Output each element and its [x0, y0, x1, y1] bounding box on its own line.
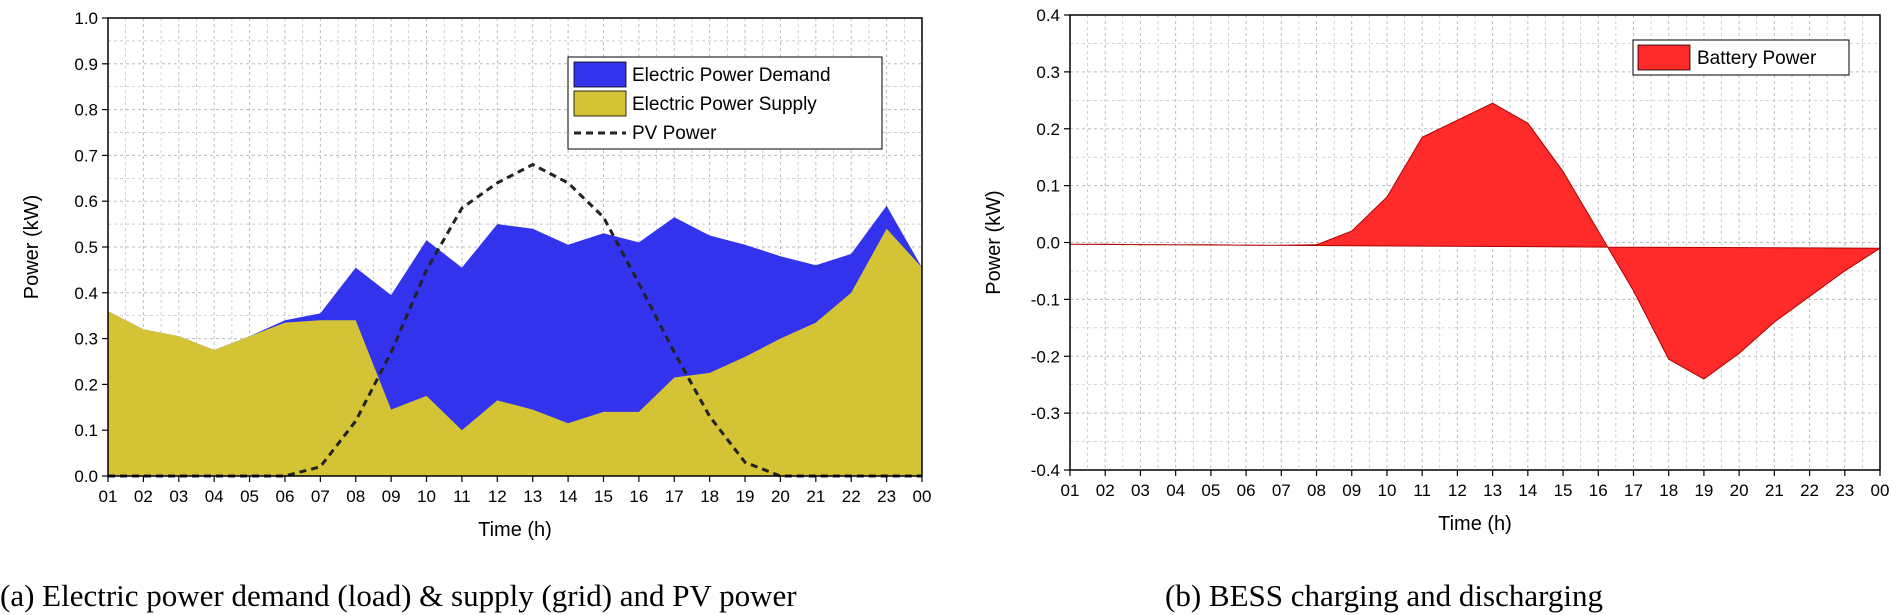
x-tick-label: 15 — [594, 487, 613, 506]
x-tick-label: 11 — [453, 487, 471, 506]
y-tick-label: 0.5 — [74, 238, 98, 257]
x-tick-label: 01 — [1061, 481, 1080, 500]
x-tick-label: 01 — [99, 487, 118, 506]
legend-swatch-battery — [1637, 44, 1691, 71]
x-tick-label: 08 — [346, 487, 365, 506]
y-tick-label: 0.4 — [74, 284, 98, 303]
y-tick-label: 0.4 — [1036, 6, 1060, 25]
x-tick-label: 04 — [1166, 481, 1185, 500]
chart-b-y-ticks: -0.4 -0.3 -0.2 -0.1 0.0 0.1 0.2 0.3 0.4 — [1031, 6, 1070, 480]
x-tick-label: 20 — [771, 487, 790, 506]
x-tick-label: 20 — [1730, 481, 1749, 500]
x-tick-label: 22 — [1800, 481, 1819, 500]
x-tick-label: 17 — [665, 487, 684, 506]
x-tick-label: 10 — [1377, 481, 1396, 500]
chart-a-y-ticks: 0.0 0.1 0.2 0.3 0.4 0.5 0.6 0.7 0.8 0.9 1.0 — [74, 9, 108, 486]
chart-a-y-axis-label: Power (kW) — [21, 195, 43, 299]
x-tick-label: 21 — [1765, 481, 1784, 500]
x-tick-label: 19 — [736, 487, 755, 506]
x-tick-label: 19 — [1694, 481, 1713, 500]
y-tick-label: -0.3 — [1031, 404, 1060, 423]
chart-b-x-axis-label: Time (h) — [1438, 513, 1512, 535]
legend-label-pv: PV Power — [632, 123, 717, 144]
y-tick-label: 0.7 — [74, 146, 98, 165]
x-tick-label: 03 — [169, 487, 188, 506]
x-tick-label: 06 — [275, 487, 294, 506]
y-tick-label: 0.0 — [1036, 234, 1060, 253]
y-tick-label: -0.2 — [1031, 347, 1060, 366]
y-tick-label: 0.9 — [74, 55, 98, 74]
x-tick-label: 06 — [1237, 481, 1256, 500]
legend-label-demand: Electric Power Demand — [632, 65, 831, 86]
x-tick-label: 05 — [240, 487, 259, 506]
chart-a: 01 02 03 04 05 06 07 08 09 10 11 12 13 14 15 16 17 18 19 20… — [0, 9, 931, 613]
x-tick-label: 13 — [523, 487, 542, 506]
y-tick-label: 0.6 — [74, 192, 98, 211]
y-tick-label: 0.0 — [74, 467, 98, 486]
x-tick-label: 12 — [488, 487, 507, 506]
x-tick-label: 15 — [1554, 481, 1573, 500]
x-tick-label: 16 — [629, 487, 648, 506]
x-tick-label: 08 — [1307, 481, 1326, 500]
y-tick-label: 0.1 — [74, 421, 98, 440]
x-tick-label: 13 — [1483, 481, 1502, 500]
chart-b-y-axis-label: Power (kW) — [983, 190, 1005, 294]
y-tick-label: 0.1 — [1036, 177, 1060, 196]
y-tick-label: 0.8 — [74, 101, 98, 120]
x-tick-label: 07 — [311, 487, 330, 506]
legend-swatch-demand — [573, 61, 627, 88]
x-tick-label: 12 — [1448, 481, 1467, 500]
legend-label-supply: Electric Power Supply — [632, 94, 817, 115]
x-tick-label: 02 — [1096, 481, 1115, 500]
y-tick-label: 0.2 — [1036, 120, 1060, 139]
x-tick-label: 18 — [700, 487, 719, 506]
x-tick-label: 10 — [417, 487, 436, 506]
chart-b: 01 02 03 04 05 06 07 08 09 10 11 12 13 14 15 16 17 18 19 20… — [983, 6, 1889, 613]
chart-b-x-ticks: 01 02 03 04 05 06 07 08 09 10 11 12 13 14 15 16 17 18 19 20… — [1061, 470, 1890, 500]
chart-a-legend: Electric Power Demand Electric Power Sup… — [567, 56, 883, 150]
y-tick-label: 0.3 — [74, 330, 98, 349]
x-tick-label: 11 — [1413, 481, 1431, 500]
y-tick-label: 1.0 — [74, 9, 98, 28]
x-tick-label: 16 — [1589, 481, 1608, 500]
x-tick-label: 21 — [806, 487, 825, 506]
x-tick-label: 00 — [1871, 481, 1890, 500]
x-tick-label: 14 — [1518, 481, 1537, 500]
chart-a-x-axis-label: Time (h) — [478, 519, 552, 541]
x-tick-label: 23 — [877, 487, 896, 506]
x-tick-label: 04 — [205, 487, 224, 506]
x-tick-label: 02 — [134, 487, 153, 506]
y-tick-label: -0.1 — [1031, 290, 1060, 309]
chart-a-caption: (a) Electric power demand (load) & suppl… — [0, 578, 797, 613]
legend-label-battery: Battery Power — [1697, 48, 1817, 69]
legend-swatch-supply — [573, 90, 627, 117]
x-tick-label: 18 — [1659, 481, 1678, 500]
chart-b-caption: (b) BESS charging and discharging — [1165, 578, 1603, 613]
chart-a-x-ticks: 01 02 03 04 05 06 07 08 09 10 11 12 13 14 15 16 17 18 19 20… — [99, 476, 932, 506]
x-tick-label: 17 — [1624, 481, 1643, 500]
x-tick-label: 23 — [1835, 481, 1854, 500]
y-tick-label: -0.4 — [1031, 461, 1060, 480]
x-tick-label: 09 — [1342, 481, 1361, 500]
x-tick-label: 07 — [1272, 481, 1291, 500]
x-tick-label: 05 — [1201, 481, 1220, 500]
x-tick-label: 09 — [382, 487, 401, 506]
y-tick-label: 0.2 — [74, 375, 98, 394]
chart-b-legend: Battery Power — [1632, 39, 1850, 76]
y-tick-label: 0.3 — [1036, 63, 1060, 82]
x-tick-label: 14 — [559, 487, 578, 506]
x-tick-label: 03 — [1131, 481, 1150, 500]
x-tick-label: 00 — [913, 487, 932, 506]
battery-area — [1069, 102, 1882, 380]
x-tick-label: 22 — [842, 487, 861, 506]
supply-area — [108, 228, 922, 476]
